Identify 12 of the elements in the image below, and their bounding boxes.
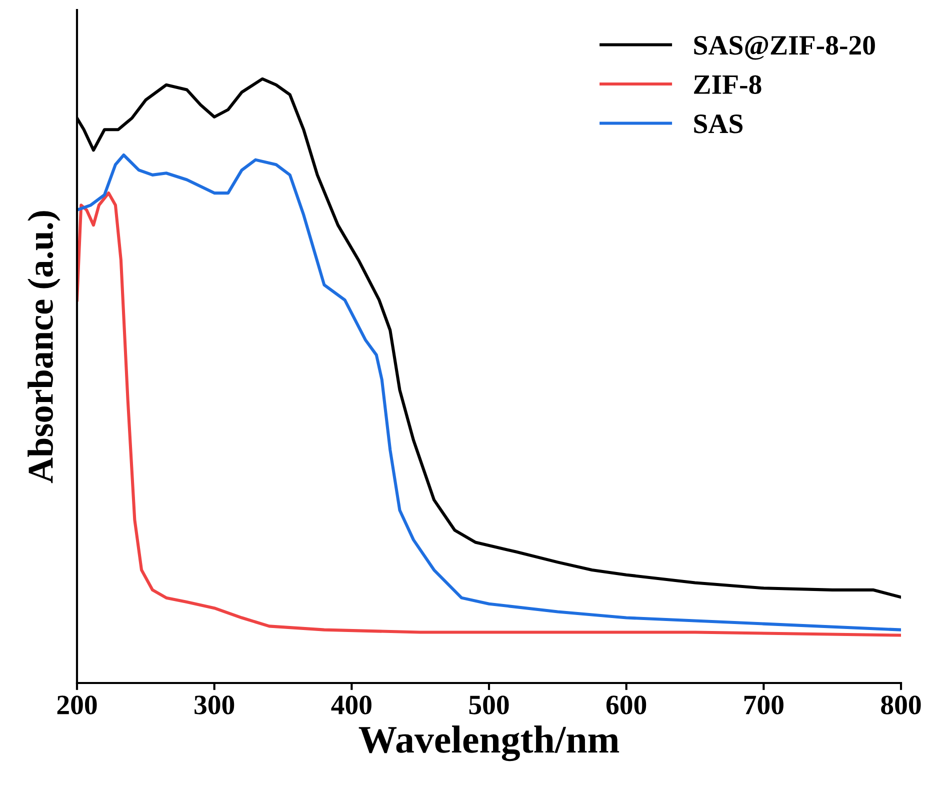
x-tick-label: 500 [469,696,509,714]
legend-label: SAS [694,114,743,134]
x-tick-label: 800 [881,696,921,714]
legend-label: SAS@ZIF-8-20 [694,36,875,60]
legend-label: ZIF-8 [694,75,762,94]
x-tick-label: 600 [606,696,646,714]
x-axis-title: Wavelength/nm [358,726,620,762]
x-tick-label: 400 [331,696,372,714]
y-axis-title: Absorbance (a.u.) [28,211,60,484]
x-tick-label: 700 [744,696,784,714]
x-tick-label: 300 [194,696,234,714]
x-tick-label: 200 [57,696,97,714]
